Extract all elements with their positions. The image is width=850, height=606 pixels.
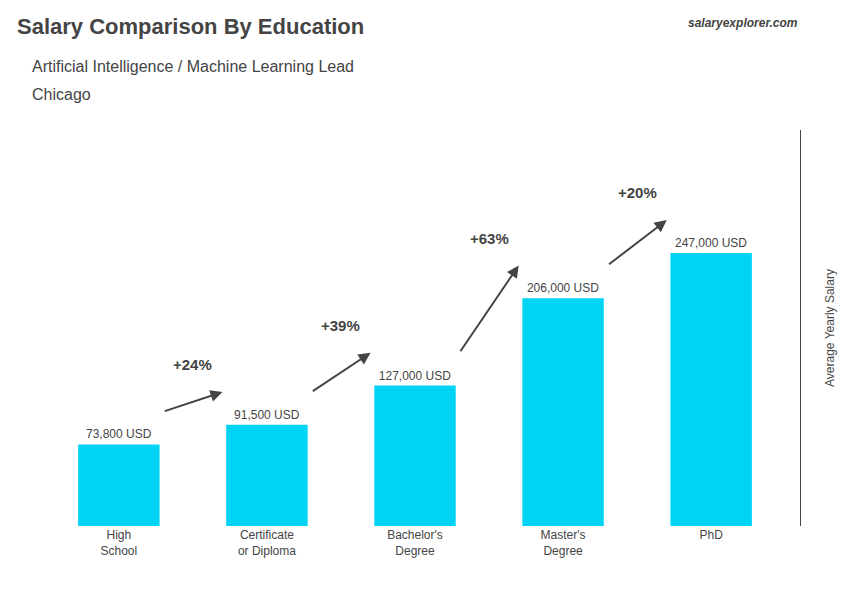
svg-text:salaryexplorer.com: salaryexplorer.com (688, 16, 798, 30)
svg-text:+24%: +24% (173, 356, 212, 373)
svg-text:Average Yearly Salary: Average Yearly Salary (823, 269, 837, 387)
svg-text:91,500 USD: 91,500 USD (234, 408, 300, 422)
svg-text:Artificial Intelligence / Mach: Artificial Intelligence / Machine Learni… (32, 58, 354, 75)
svg-text:HighSchool: HighSchool (100, 528, 137, 558)
svg-text:Certificateor Diploma: Certificateor Diploma (238, 528, 296, 558)
svg-text:127,000 USD: 127,000 USD (379, 369, 451, 383)
svg-text:PhD: PhD (699, 528, 723, 542)
svg-text:+39%: +39% (321, 317, 360, 334)
svg-text:+63%: +63% (470, 230, 509, 247)
svg-text:Master'sDegree: Master'sDegree (541, 528, 586, 558)
svg-text:Bachelor'sDegree: Bachelor'sDegree (387, 528, 443, 558)
svg-text:Salary Comparison By Education: Salary Comparison By Education (17, 14, 364, 39)
svg-text:Chicago: Chicago (32, 86, 91, 103)
svg-text:206,000 USD: 206,000 USD (527, 281, 599, 295)
svg-text:247,000 USD: 247,000 USD (675, 236, 747, 250)
svg-text:+20%: +20% (618, 184, 657, 201)
svg-text:73,800 USD: 73,800 USD (86, 427, 152, 441)
